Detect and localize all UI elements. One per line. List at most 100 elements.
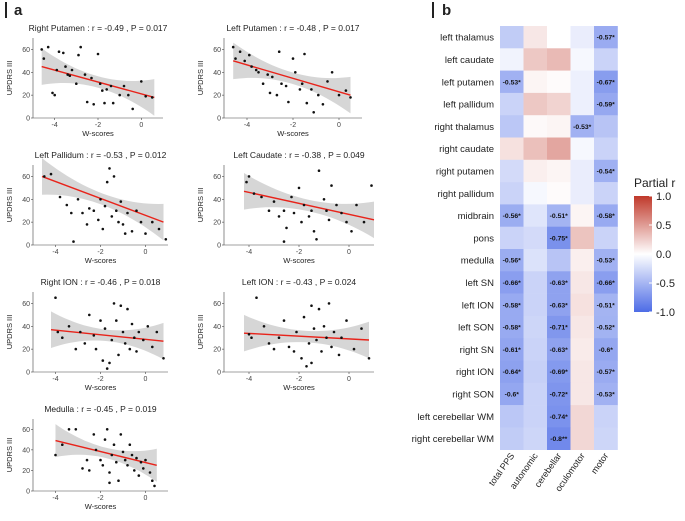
scatter-panel-left-caudate: Left Caudate : r = -0.38 , P = 0.049 -4 -2… xyxy=(196,150,375,265)
data-point xyxy=(115,319,118,322)
x-axis-label: W-scores xyxy=(277,129,309,138)
data-point xyxy=(103,438,107,441)
heatmap-cell xyxy=(547,427,571,450)
cell-annotation: -0.63* xyxy=(550,280,568,287)
heatmap-cell xyxy=(500,48,524,71)
data-point xyxy=(250,336,253,340)
data-point xyxy=(307,342,311,345)
data-point xyxy=(64,65,67,68)
heatmap-cell xyxy=(547,271,571,294)
data-point xyxy=(302,203,306,207)
heatmap-cell xyxy=(523,226,548,250)
cell-annotation: -0.53* xyxy=(597,391,615,398)
data-point xyxy=(103,101,106,105)
row-label: midbrain xyxy=(458,211,494,222)
data-point xyxy=(62,51,65,55)
y-tick-label: 60 xyxy=(22,47,30,54)
legend-tick-label: -0.5 xyxy=(656,278,675,290)
heatmap-cell xyxy=(570,182,595,205)
panel-b-label: b xyxy=(442,2,451,19)
x-tick-label: -4 xyxy=(244,122,250,129)
heatmap-cell xyxy=(570,405,595,428)
data-point xyxy=(315,238,318,241)
data-point xyxy=(330,184,333,187)
x-tick-label: 0 xyxy=(139,122,143,129)
data-point xyxy=(121,450,125,454)
data-point xyxy=(352,347,356,351)
data-point xyxy=(302,315,306,319)
data-point xyxy=(110,338,114,342)
data-point xyxy=(121,330,125,334)
data-point xyxy=(330,71,334,74)
data-point xyxy=(90,76,93,80)
panel-title: Right Putamen : r = -0.49 , P = 0.017 xyxy=(29,23,168,33)
data-point xyxy=(46,45,50,49)
data-point xyxy=(139,460,143,464)
data-point xyxy=(247,333,251,336)
heatmap-cell xyxy=(594,26,618,49)
scatter-panel-left-ion: Left ION : r = -0.43 , P = 0.024 -4 -2 0 0 20… xyxy=(196,277,374,392)
x-tick-label: 0 xyxy=(337,122,341,129)
data-point xyxy=(310,304,313,308)
heatmap-cell xyxy=(594,338,618,361)
regression-line xyxy=(55,439,157,466)
x-tick-label: 0 xyxy=(144,495,148,502)
row-label: left ION xyxy=(462,300,494,311)
row-label: pons xyxy=(473,233,494,244)
data-point xyxy=(292,350,296,353)
data-point xyxy=(140,80,143,83)
data-point xyxy=(255,296,258,300)
data-point xyxy=(112,175,116,178)
data-point xyxy=(128,347,132,351)
heatmap-cell xyxy=(500,271,524,294)
data-point xyxy=(117,353,120,357)
heatmap-cell xyxy=(570,137,595,161)
data-point xyxy=(164,238,168,241)
data-point xyxy=(332,330,336,334)
panel-title: Medulla : r = -0.45 , P = 0.019 xyxy=(44,404,157,414)
data-point xyxy=(261,82,265,85)
data-point xyxy=(56,330,60,334)
data-point xyxy=(79,330,82,334)
heatmap-cell xyxy=(570,338,595,361)
data-point xyxy=(370,184,373,187)
data-point xyxy=(272,347,276,351)
heatmap-cell xyxy=(594,204,618,227)
heatmap-cell xyxy=(570,26,595,49)
data-point xyxy=(267,209,271,212)
y-tick-label: 20 xyxy=(22,93,30,100)
y-axis-label: UPDRS III xyxy=(196,315,205,350)
heatmap-cell xyxy=(570,315,595,339)
cell-annotation: -0.63* xyxy=(550,302,568,309)
data-point xyxy=(282,319,286,322)
data-point xyxy=(340,211,343,215)
y-tick-label: 20 xyxy=(213,93,221,100)
row-label: right cerebellar WM xyxy=(412,434,494,445)
data-point xyxy=(275,93,279,97)
heatmap-cell xyxy=(570,70,595,94)
y-tick-label: 40 xyxy=(213,324,221,331)
data-point xyxy=(260,195,263,199)
x-axis-label: W-scores xyxy=(283,383,315,392)
x-tick-label: -4 xyxy=(52,249,58,256)
data-point xyxy=(247,175,251,178)
y-axis-label: UPDRS III xyxy=(5,438,14,473)
data-point xyxy=(330,345,333,349)
legend-bar xyxy=(634,196,652,312)
data-point xyxy=(105,367,109,370)
y-tick-label: 60 xyxy=(22,301,30,308)
y-tick-label: 40 xyxy=(22,197,30,204)
regression-line xyxy=(41,175,164,223)
data-point xyxy=(103,204,107,208)
heatmap-cell xyxy=(594,226,618,250)
heatmap-cell xyxy=(594,427,618,450)
x-tick-label: 0 xyxy=(347,249,351,256)
data-point xyxy=(282,240,286,243)
data-point xyxy=(122,84,126,88)
heatmap-cell xyxy=(500,182,524,205)
y-tick-label: 0 xyxy=(217,243,221,250)
heatmap-cell xyxy=(523,427,548,450)
data-point xyxy=(335,203,338,207)
cell-annotation: -0.57* xyxy=(597,369,615,376)
heatmap-cell xyxy=(570,226,595,250)
